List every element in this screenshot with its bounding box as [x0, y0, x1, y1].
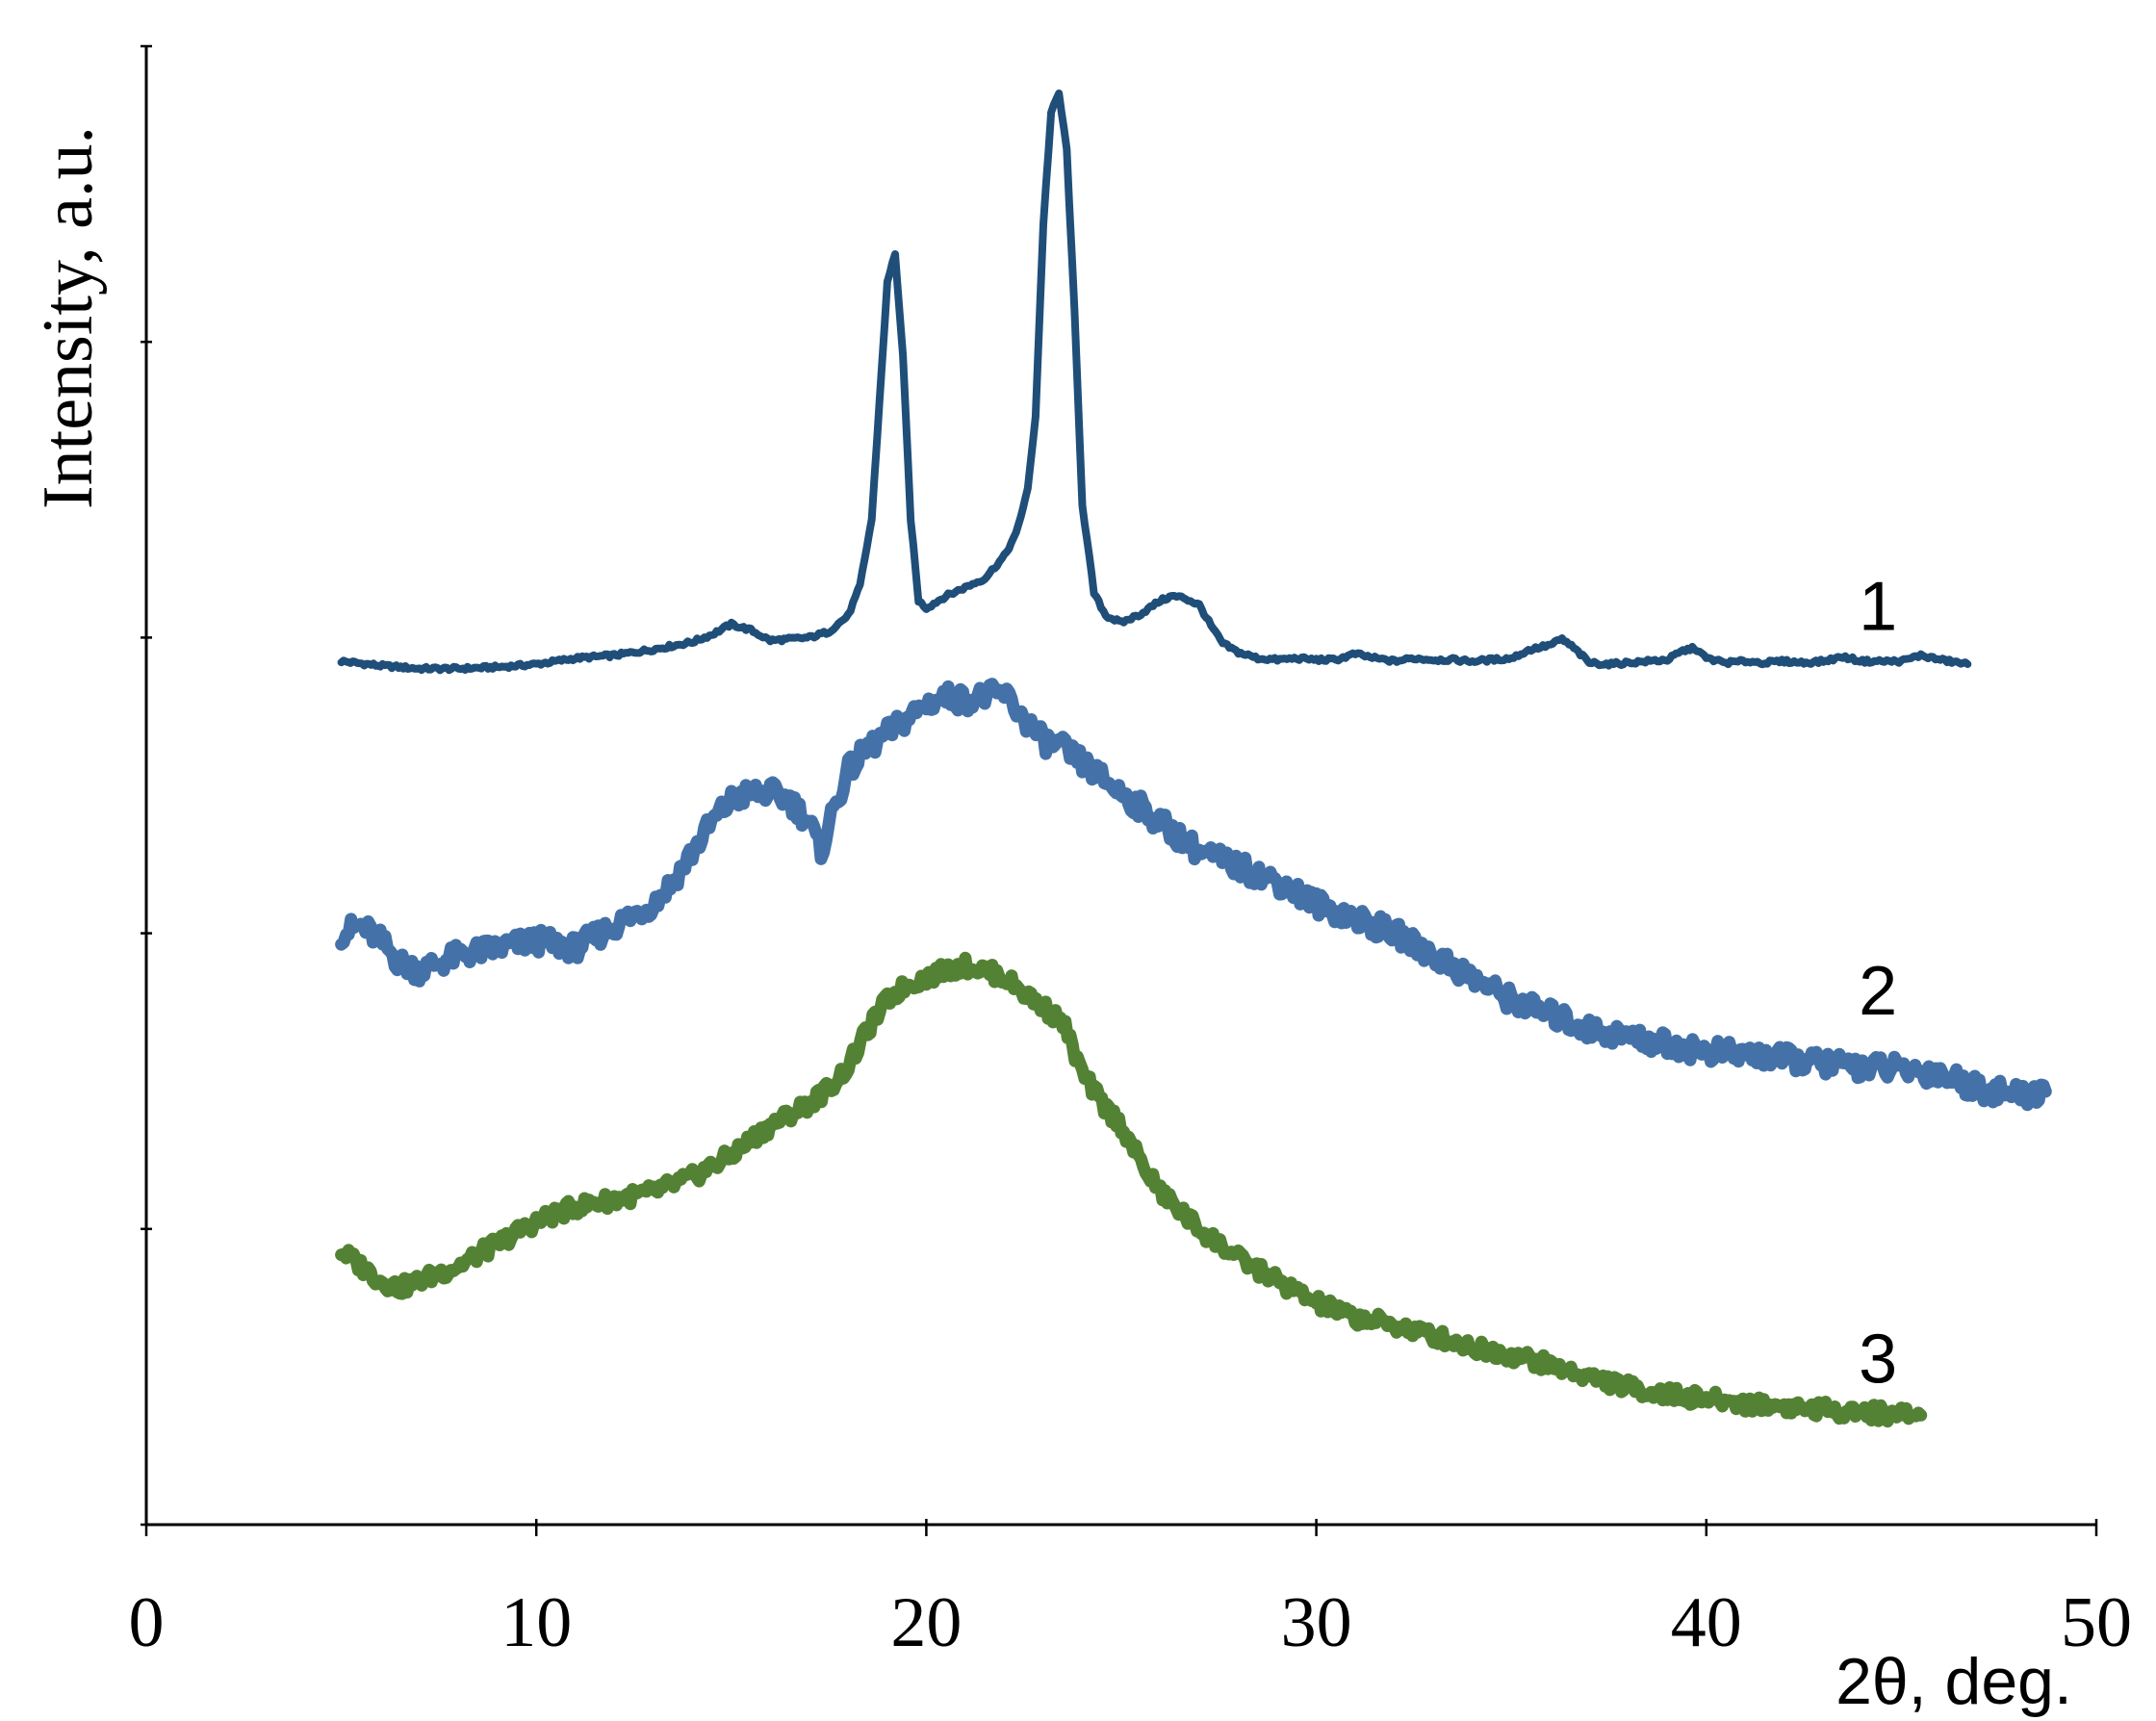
x-axis-tick-labels: 0 10 20 30 40 50	[129, 1583, 2133, 1662]
x-tick-label: 50	[2061, 1583, 2132, 1662]
series-lines	[335, 90, 2052, 1428]
x-tick-label: 20	[890, 1583, 962, 1662]
x-axis-ticks	[144, 1519, 2098, 1536]
series-label-2: 2	[1859, 953, 1897, 1030]
series-line-2	[335, 678, 2052, 1112]
series-label-3: 3	[1859, 1322, 1897, 1399]
x-tick-label: 40	[1671, 1583, 1742, 1662]
x-axis-title: 2θ, deg.	[1835, 1645, 2072, 1718]
series-line-1	[337, 90, 1972, 675]
series-labels: 1 2 3	[1859, 569, 1897, 1399]
x-tick-label: 10	[500, 1583, 572, 1662]
y-axis-title: Intensity, a.u.	[29, 126, 108, 509]
series-label-1: 1	[1859, 569, 1897, 646]
x-tick-label: 0	[129, 1583, 165, 1662]
series-line-3	[335, 951, 1928, 1428]
x-tick-label: 30	[1281, 1583, 1352, 1662]
